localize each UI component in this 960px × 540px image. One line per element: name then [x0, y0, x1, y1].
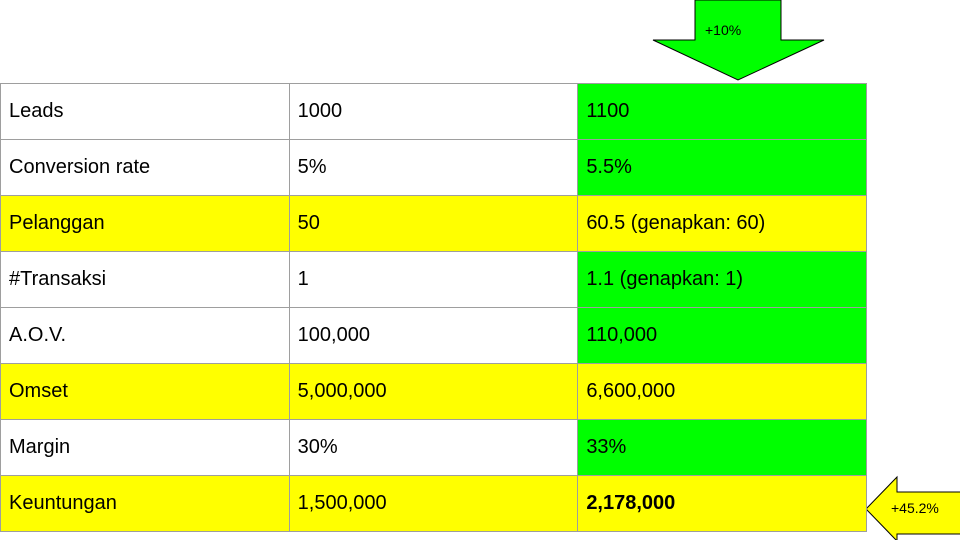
top-arrow-label: +10%: [705, 22, 742, 38]
table-row-transaksi: #Transaksi 1 1.1 (genapkan: 1): [0, 251, 867, 308]
row-label: #Transaksi: [0, 251, 290, 308]
table-row-conversion-rate: Conversion rate 5% 5.5%: [0, 139, 867, 196]
row-label: Omset: [0, 363, 290, 420]
after-value: 60.5 (genapkan: 60): [577, 195, 867, 252]
after-value: 110,000: [577, 307, 867, 364]
after-value: 1100: [577, 83, 867, 140]
before-value: 5,000,000: [288, 363, 579, 420]
after-value: 5.5%: [577, 139, 867, 196]
before-value: 1000: [288, 83, 579, 140]
before-value: 1,500,000: [288, 475, 579, 532]
table-row-aov: A.O.V. 100,000 110,000: [0, 307, 867, 364]
before-value: 100,000: [288, 307, 579, 364]
row-label: Margin: [0, 419, 290, 476]
row-label: Keuntungan: [0, 475, 290, 532]
after-value: 2,178,000: [577, 475, 867, 532]
before-value: 1: [288, 251, 579, 308]
after-value: 33%: [577, 419, 867, 476]
table-row-margin: Margin 30% 33%: [0, 419, 867, 476]
before-value: 50: [288, 195, 579, 252]
row-label: A.O.V.: [0, 307, 290, 364]
row-label: Leads: [0, 83, 290, 140]
after-value: 1.1 (genapkan: 1): [577, 251, 867, 308]
after-value: 6,600,000: [577, 363, 867, 420]
comparison-table: Leads 1000 1100 Conversion rate 5% 5.5% …: [0, 83, 867, 532]
table-row-omset: Omset 5,000,000 6,600,000: [0, 363, 867, 420]
row-label: Pelanggan: [0, 195, 290, 252]
table-row-leads: Leads 1000 1100: [0, 83, 867, 140]
before-value: 30%: [288, 419, 579, 476]
row-label: Conversion rate: [0, 139, 290, 196]
table-row-keuntungan: Keuntungan 1,500,000 2,178,000: [0, 475, 867, 532]
down-arrow-shape: [652, 0, 825, 81]
table-row-pelanggan: Pelanggan 50 60.5 (genapkan: 60): [0, 195, 867, 252]
right-arrow-label: +45.2%: [891, 500, 939, 516]
before-value: 5%: [288, 139, 579, 196]
